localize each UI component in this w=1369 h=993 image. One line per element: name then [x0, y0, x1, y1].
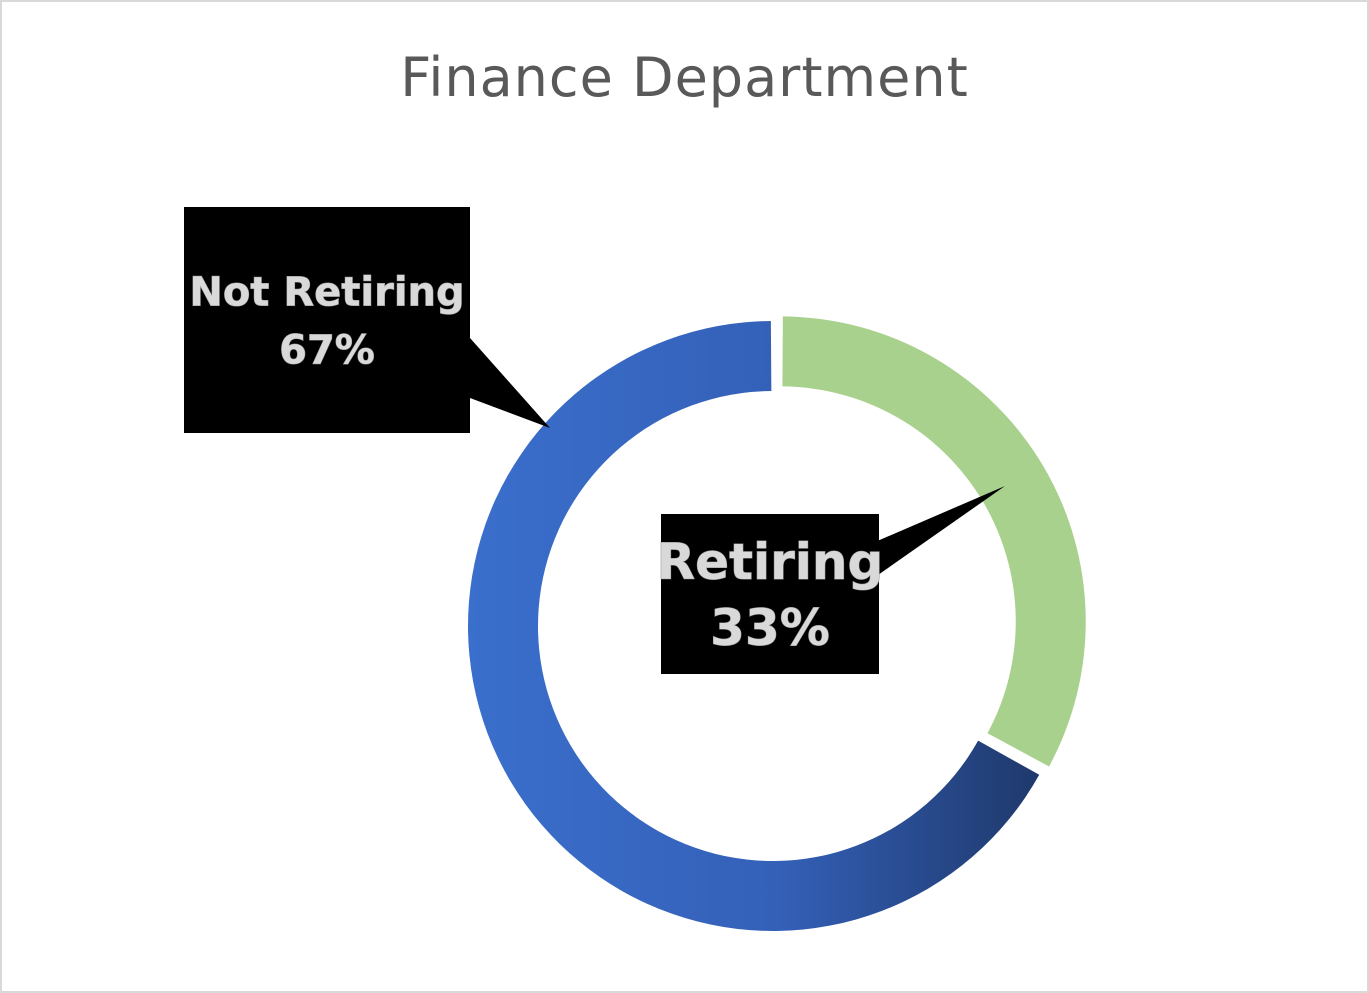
slice-retiring — [782, 316, 1086, 767]
data-labels: Retiring 33% Not Retiring 67% — [184, 207, 1005, 674]
callout-retiring: Retiring 33% — [656, 486, 1005, 674]
callout-not-retiring: Not Retiring 67% — [184, 207, 550, 433]
callout-pointer-retiring — [868, 486, 1005, 575]
chart-title: Finance Department — [400, 46, 969, 109]
data-label-category-retiring: Retiring — [657, 533, 884, 591]
callout-pointer-not-retiring — [470, 338, 550, 428]
callout-box-not-retiring — [184, 207, 470, 433]
data-label-category-not-retiring: Not Retiring — [189, 269, 464, 315]
data-label-value-retiring: 33% — [710, 599, 830, 657]
data-label-value-not-retiring: 67% — [279, 327, 375, 373]
callout-box-retiring — [661, 514, 879, 674]
donut-slices — [468, 316, 1086, 931]
